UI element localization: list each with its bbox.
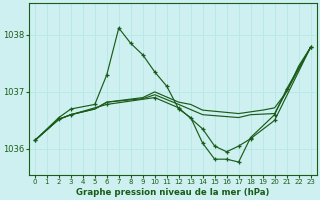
X-axis label: Graphe pression niveau de la mer (hPa): Graphe pression niveau de la mer (hPa) bbox=[76, 188, 269, 197]
